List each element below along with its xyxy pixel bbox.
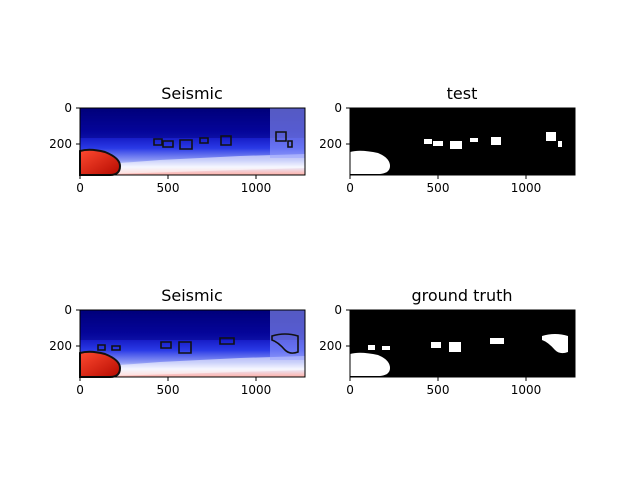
y-ticks: 0 200 (49, 303, 80, 353)
y-tick-label: 0 (334, 303, 342, 317)
panel-title: test (447, 84, 478, 103)
x-ticks: 0 500 1000 (76, 377, 271, 397)
y-tick-label: 0 (64, 303, 72, 317)
salt-body-red (79, 148, 122, 176)
axes-frame (79, 309, 306, 378)
x-tick-label: 500 (427, 181, 450, 195)
mask-blobs-test (350, 132, 562, 174)
panel-seismic-top: Seismic 0 500 1000 0 200 (49, 84, 306, 195)
panel-seismic-bottom: Seismic 0 500 1000 0 200 (49, 286, 306, 397)
axes-frame (79, 107, 306, 176)
x-tick-label: 1000 (241, 383, 272, 397)
x-tick-label: 500 (157, 383, 180, 397)
salt-body-red (79, 350, 122, 378)
panel-ground-truth-mask: ground truth 0 500 1000 0 200 (319, 286, 576, 397)
x-tick-label: 0 (76, 383, 84, 397)
y-ticks: 0 200 (49, 101, 80, 151)
x-tick-label: 500 (157, 181, 180, 195)
y-ticks: 0 200 (319, 101, 350, 151)
y-tick-label: 200 (49, 339, 72, 353)
axes-frame (349, 309, 576, 378)
x-tick-label: 1000 (511, 181, 542, 195)
x-ticks: 0 500 1000 (346, 377, 541, 397)
x-tick-label: 0 (346, 383, 354, 397)
panel-test-mask: test 0 500 1000 0 200 (319, 84, 576, 195)
contours-truth (97, 333, 299, 354)
panel-title: Seismic (161, 84, 223, 103)
x-tick-label: 0 (346, 181, 354, 195)
panel-title: Seismic (161, 286, 223, 305)
y-ticks: 0 200 (319, 303, 350, 353)
x-tick-label: 0 (76, 181, 84, 195)
y-tick-label: 200 (49, 137, 72, 151)
x-tick-label: 500 (427, 383, 450, 397)
x-tick-label: 1000 (241, 181, 272, 195)
x-ticks: 0 500 1000 (346, 175, 541, 195)
contours-test (153, 131, 293, 150)
panel-title: ground truth (411, 286, 512, 305)
x-tick-label: 1000 (511, 383, 542, 397)
y-tick-label: 0 (64, 101, 72, 115)
axes-frame (349, 107, 576, 176)
y-tick-label: 200 (319, 137, 342, 151)
x-ticks: 0 500 1000 (76, 175, 271, 195)
y-tick-label: 200 (319, 339, 342, 353)
y-tick-label: 0 (334, 101, 342, 115)
mask-blobs-truth (350, 334, 568, 376)
